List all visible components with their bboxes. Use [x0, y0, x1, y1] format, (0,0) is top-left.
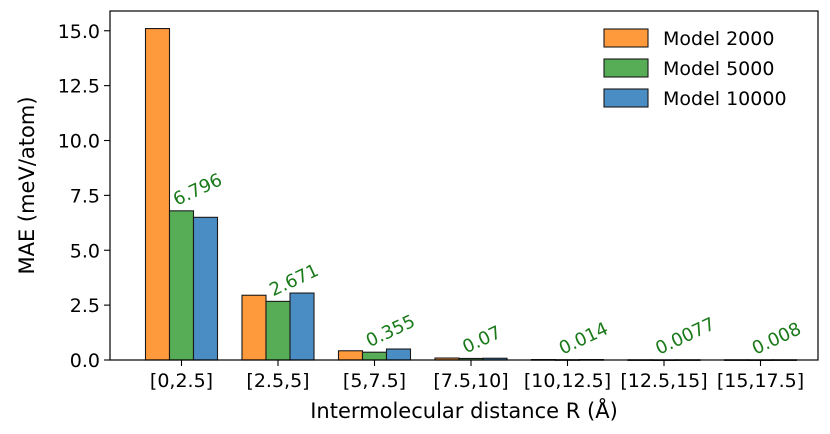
data-label-6: 0.0077: [652, 314, 718, 360]
x-axis: [0,2.5] [2.5,5] [5,7.5] [7.5,10] [10,12.5] [1…: [150, 360, 804, 392]
bar-3-2: [289, 292, 315, 361]
legend-swatch-3: [603, 88, 649, 108]
x-tick-label: [0,2.5]: [150, 370, 213, 392]
legend-label-1: Model 2000: [663, 28, 774, 50]
bar-2-2: [265, 300, 291, 361]
legend-label-2: Model 5000: [663, 58, 774, 80]
plot-frame: [109, 10, 819, 361]
legend-label-3: Model 10000: [663, 88, 787, 110]
bar-3-3: [385, 348, 412, 361]
legend-swatch-1: [603, 28, 649, 48]
bar-1-2: [241, 294, 267, 361]
data-label-3: 0.355: [363, 311, 419, 352]
x-axis-label: Intermolecular distance R (Å): [310, 397, 618, 423]
y-tick-label: 12.5: [58, 76, 100, 98]
bar-1-1: [144, 28, 171, 361]
legend-swatch-2: [603, 58, 649, 78]
bar-3-1: [192, 216, 219, 361]
x-tick-label: [10,12.5]: [524, 370, 611, 392]
bars-layer: [144, 28, 798, 361]
bar-2-3: [361, 351, 388, 361]
x-tick-label: [7.5,10]: [433, 370, 508, 392]
bar-2-1: [168, 210, 195, 361]
y-axis: 0.0 2.5 5.0 7.5 10.0 12.5 15.0: [58, 21, 110, 372]
y-tick-label: 0.0: [70, 350, 100, 372]
y-tick-label: 2.5: [70, 295, 100, 317]
y-tick-label: 15.0: [58, 21, 100, 43]
data-label-7: 0.008: [749, 319, 805, 360]
data-label-1: 6.796: [170, 170, 226, 211]
data-label-4: 0.07: [459, 322, 504, 358]
y-tick-label: 5.0: [70, 240, 100, 262]
x-tick-label: [12.5,15]: [620, 370, 707, 392]
data-label-5: 0.014: [556, 318, 612, 359]
legend: Model 2000 Model 5000 Model 10000: [603, 28, 787, 110]
y-tick-label: 7.5: [70, 185, 100, 207]
bar-1-3: [337, 350, 364, 361]
y-tick-label: 10.0: [58, 131, 100, 153]
y-axis-label: MAE (meV/atom): [15, 96, 39, 274]
x-tick-label: [5,7.5]: [343, 370, 406, 392]
x-tick-label: [15,17.5]: [717, 370, 804, 392]
x-tick-label: [2.5,5]: [246, 370, 309, 392]
